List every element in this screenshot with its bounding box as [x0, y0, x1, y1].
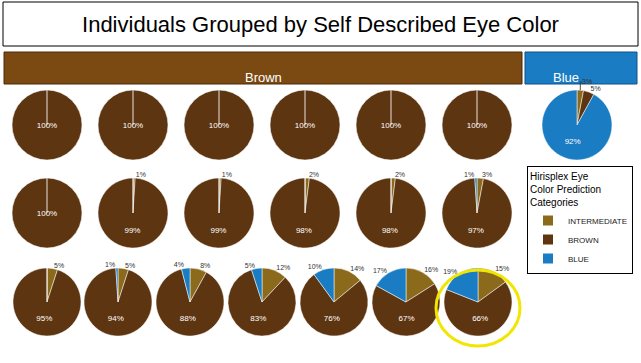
- svg-text:1%: 1%: [464, 171, 474, 178]
- svg-text:14%: 14%: [350, 265, 364, 272]
- svg-text:83%: 83%: [250, 314, 266, 323]
- svg-text:2%: 2%: [395, 171, 405, 178]
- svg-text:92%: 92%: [565, 137, 581, 146]
- svg-text:94%: 94%: [108, 314, 124, 323]
- svg-text:76%: 76%: [324, 314, 340, 323]
- svg-text:66%: 66%: [472, 314, 488, 323]
- svg-text:100%: 100%: [37, 121, 57, 130]
- svg-text:97%: 97%: [468, 226, 484, 235]
- svg-text:Individuals Grouped by Self De: Individuals Grouped by Self Described Ey…: [82, 12, 559, 37]
- svg-text:BROWN: BROWN: [568, 236, 599, 245]
- svg-text:4%: 4%: [174, 261, 184, 268]
- svg-text:100%: 100%: [467, 121, 487, 130]
- svg-text:100%: 100%: [37, 209, 57, 218]
- svg-text:Hirisplex EyeColor PredictionC: Hirisplex EyeColor PredictionCategories: [530, 171, 601, 208]
- svg-text:1%: 1%: [222, 171, 232, 178]
- svg-text:INTERMEDIATE: INTERMEDIATE: [568, 217, 627, 226]
- svg-text:BLUE: BLUE: [568, 255, 589, 264]
- svg-text:100%: 100%: [209, 121, 229, 130]
- svg-text:100%: 100%: [295, 121, 315, 130]
- svg-text:Brown: Brown: [245, 70, 282, 85]
- svg-text:98%: 98%: [296, 226, 312, 235]
- svg-text:3%: 3%: [482, 171, 492, 178]
- svg-text:99%: 99%: [124, 226, 140, 235]
- svg-text:1%: 1%: [136, 171, 146, 178]
- svg-text:5%: 5%: [54, 262, 64, 269]
- svg-text:95%: 95%: [36, 314, 52, 323]
- svg-text:5%: 5%: [591, 85, 601, 92]
- svg-text:100%: 100%: [123, 121, 143, 130]
- svg-text:1%: 1%: [105, 261, 115, 268]
- svg-text:19%: 19%: [443, 268, 457, 275]
- svg-text:88%: 88%: [180, 314, 196, 323]
- svg-text:8%: 8%: [200, 262, 210, 269]
- svg-text:5%: 5%: [245, 262, 255, 269]
- svg-text:100%: 100%: [381, 121, 401, 130]
- svg-text:16%: 16%: [424, 266, 438, 273]
- svg-text:2%: 2%: [309, 171, 319, 178]
- svg-text:3%: 3%: [582, 78, 592, 85]
- svg-text:98%: 98%: [382, 226, 398, 235]
- svg-text:Blue: Blue: [553, 70, 579, 85]
- svg-text:15%: 15%: [495, 265, 509, 272]
- svg-text:17%: 17%: [373, 267, 387, 274]
- svg-text:99%: 99%: [210, 226, 226, 235]
- svg-text:10%: 10%: [308, 263, 322, 270]
- svg-text:12%: 12%: [276, 264, 290, 271]
- svg-text:5%: 5%: [125, 262, 135, 269]
- svg-text:67%: 67%: [399, 314, 415, 323]
